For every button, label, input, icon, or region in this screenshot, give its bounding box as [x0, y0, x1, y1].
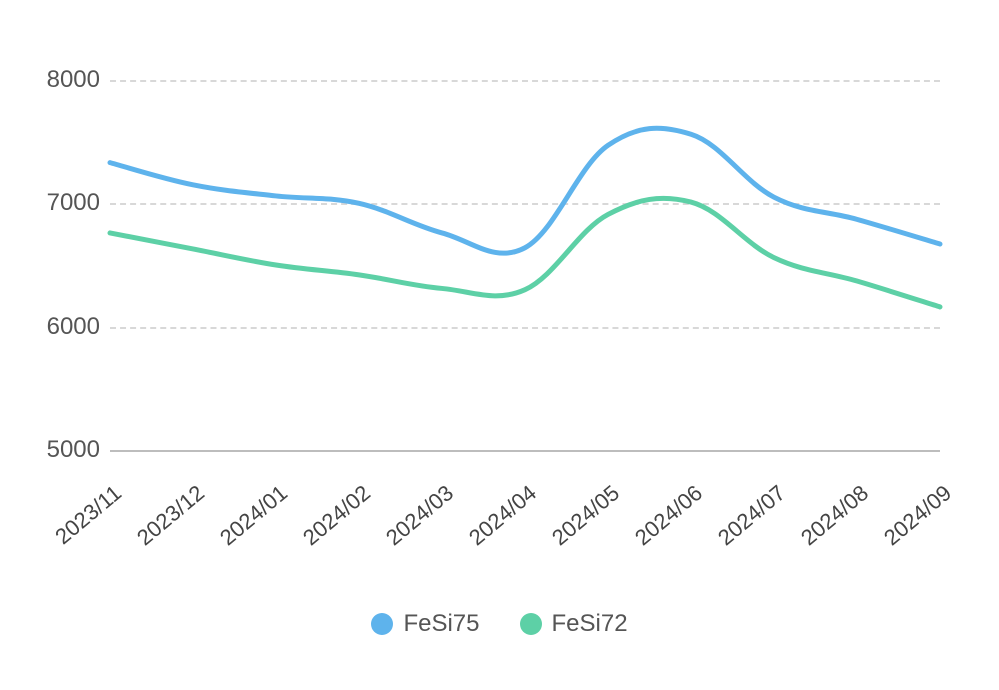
y-axis-label: 6000	[30, 313, 100, 341]
x-axis-label: 2024/02	[298, 480, 376, 551]
series-lines	[110, 80, 940, 450]
x-axis-line	[110, 450, 940, 452]
x-axis-label: 2023/12	[132, 480, 210, 551]
series-line-fesi72	[110, 198, 940, 307]
legend-item-fesi72: FeSi72	[520, 610, 628, 638]
line-chart: 50006000700080002023/112023/122024/01202…	[0, 0, 999, 690]
y-axis-label: 8000	[30, 66, 100, 94]
x-axis-label: 2024/08	[796, 480, 874, 551]
y-axis-label: 5000	[30, 436, 100, 464]
legend-dot-icon	[371, 613, 393, 635]
legend-dot-icon	[520, 613, 542, 635]
x-axis-label: 2024/05	[547, 480, 625, 551]
legend: FeSi75 FeSi72	[0, 610, 999, 638]
x-axis-label: 2024/04	[464, 480, 542, 551]
x-axis-label: 2024/06	[630, 480, 708, 551]
x-axis-label: 2024/09	[879, 480, 957, 551]
y-axis-label: 7000	[30, 189, 100, 217]
x-axis-label: 2024/07	[713, 480, 791, 551]
series-line-fesi75	[110, 128, 940, 253]
legend-label: FeSi72	[552, 610, 628, 638]
x-axis-label: 2024/01	[215, 480, 293, 551]
x-axis-label: 2023/11	[50, 480, 126, 550]
x-axis-label: 2024/03	[381, 480, 459, 551]
plot-area: 50006000700080002023/112023/122024/01202…	[110, 80, 940, 450]
legend-label: FeSi75	[403, 610, 479, 638]
legend-item-fesi75: FeSi75	[371, 610, 479, 638]
